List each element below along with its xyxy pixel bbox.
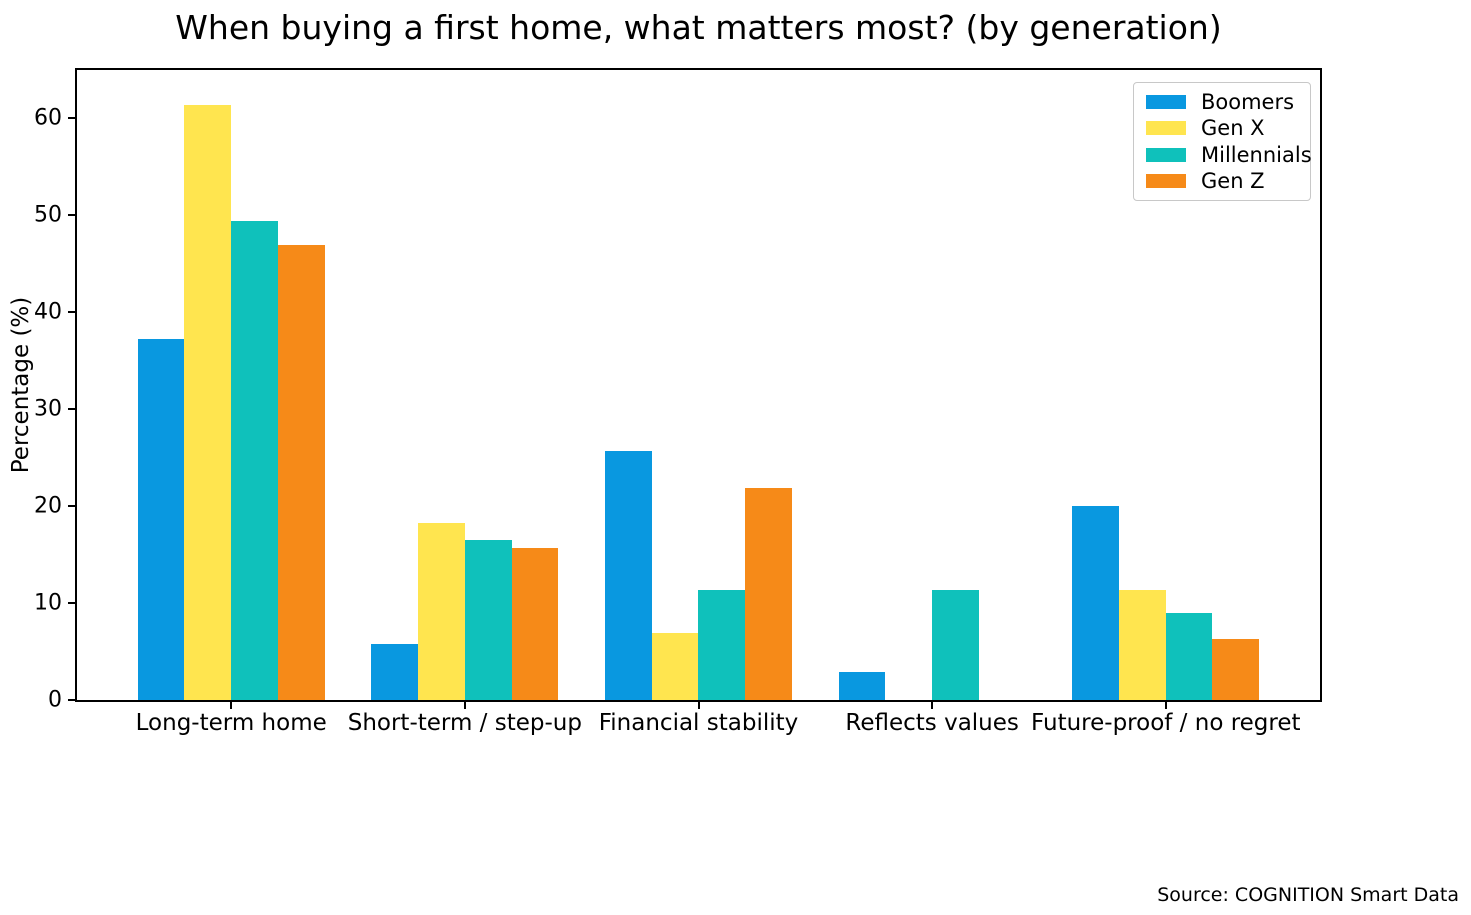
y-tick-label: 60 — [34, 105, 62, 131]
legend-label: Boomers — [1201, 90, 1295, 115]
bar-millennials — [464, 540, 512, 700]
legend: Boomers Gen X Millennials Gen Z — [1133, 82, 1312, 201]
y-tick-mark — [68, 699, 77, 701]
bar-boomers — [371, 643, 419, 700]
bar-gen-z — [1212, 638, 1260, 700]
bar-group — [1072, 70, 1260, 700]
bar-gen-x — [1119, 589, 1166, 700]
x-tick-label: Reflects values — [845, 710, 1019, 736]
y-tick-mark — [68, 602, 77, 605]
plot-area: 0 10 20 30 40 50 60 Long-term home Short-term /… — [34, 68, 1322, 736]
chart-title: When buying a first home, what matters m… — [175, 8, 1222, 47]
y-tick-mark — [68, 214, 77, 217]
bar-boomers — [605, 450, 652, 700]
x-tick-label: Financial stability — [598, 710, 799, 736]
y-tick-label: 30 — [34, 396, 62, 422]
bar-gen-z — [511, 547, 559, 700]
x-tick-mark — [230, 700, 233, 709]
y-tick-label: 0 — [48, 687, 62, 713]
x-tick-label: Long-term home — [135, 710, 327, 736]
legend-swatch-icon — [1146, 147, 1186, 162]
bar-gen-x — [651, 633, 699, 700]
bar-boomers — [137, 339, 185, 700]
bar-group — [137, 70, 325, 700]
bar-millennials — [698, 589, 746, 700]
legend-label: Gen X — [1201, 116, 1265, 141]
legend-item: Boomers — [1146, 90, 1298, 114]
legend-swatch-icon — [1146, 95, 1186, 110]
bar-millennials — [1165, 612, 1213, 700]
y-tick-label: 50 — [34, 202, 62, 228]
bar-gen-x — [184, 104, 232, 700]
x-tick-label: Short-term / step-up — [347, 710, 582, 736]
bar-group — [605, 70, 792, 700]
x-tick-mark — [931, 700, 934, 709]
bar-gen-z — [277, 245, 325, 700]
legend-item: Gen Z — [1146, 169, 1298, 193]
bar-group — [838, 70, 1026, 700]
legend-label: Gen Z — [1201, 168, 1265, 193]
legend-swatch-icon — [1146, 173, 1186, 188]
legend-item: Gen X — [1146, 116, 1298, 140]
legend-label: Millennials — [1201, 142, 1312, 167]
y-tick-mark — [68, 117, 77, 120]
y-tick-label: 40 — [34, 299, 62, 325]
bar-gen-x — [418, 522, 465, 700]
legend-item: Millennials — [1146, 143, 1312, 167]
bar-boomers — [1072, 506, 1120, 700]
bar-millennials — [231, 221, 278, 700]
source-note: Source: COGNITION Smart Data — [1157, 884, 1459, 906]
bar-group — [371, 70, 559, 700]
x-tick-mark — [1164, 700, 1167, 709]
y-tick-label: 10 — [34, 590, 62, 616]
y-tick-mark — [68, 505, 77, 508]
bar-gen-z — [745, 487, 792, 700]
y-tick-label: 20 — [34, 493, 62, 519]
y-tick-mark — [68, 408, 77, 411]
x-tick-mark — [697, 700, 700, 709]
bar-millennials — [932, 589, 979, 700]
y-tick-mark — [68, 311, 77, 314]
x-tick-mark — [463, 700, 466, 709]
legend-swatch-icon — [1146, 121, 1186, 136]
x-tick-label: Future-proof / no regret — [1031, 710, 1301, 736]
bar-boomers — [838, 671, 886, 700]
